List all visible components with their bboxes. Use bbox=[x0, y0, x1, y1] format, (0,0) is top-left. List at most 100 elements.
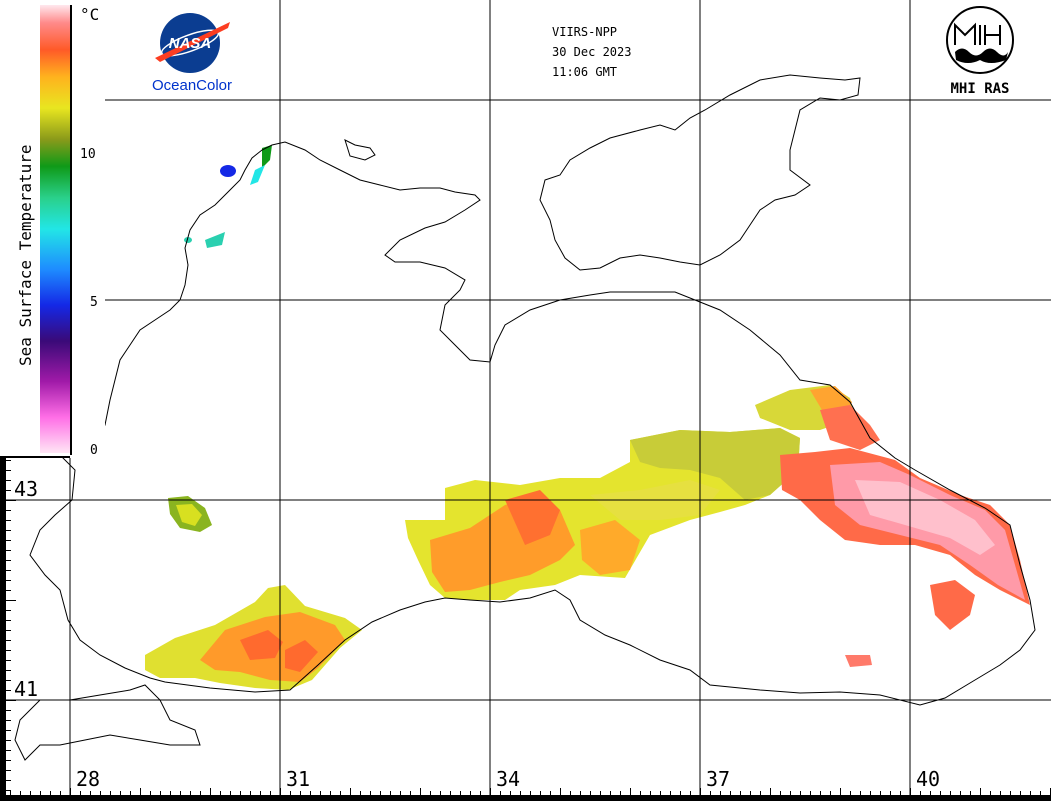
bottom-scale-tick bbox=[430, 791, 431, 795]
bottom-scale-tick bbox=[380, 791, 381, 795]
bottom-scale-tick bbox=[830, 791, 831, 795]
bottom-scale-tick bbox=[50, 791, 51, 795]
left-scale-tick bbox=[6, 580, 11, 581]
bottom-scale-tick bbox=[620, 791, 621, 795]
bottom-scale-tick bbox=[920, 791, 921, 795]
bottom-scale-tick bbox=[300, 791, 301, 795]
left-scale-tick bbox=[6, 630, 11, 631]
lon-label-34: 34 bbox=[496, 767, 520, 791]
bottom-scale-tick bbox=[110, 791, 111, 795]
bottom-scale-tick bbox=[530, 791, 531, 795]
bottom-scale-tick bbox=[90, 791, 91, 795]
lon-label-28: 28 bbox=[76, 767, 100, 791]
bottom-scale-tick bbox=[230, 791, 231, 795]
bottom-scale-tick bbox=[40, 791, 41, 795]
bottom-scale-tick bbox=[800, 791, 801, 795]
left-scale-tick bbox=[6, 570, 11, 571]
left-scale-tick bbox=[6, 670, 11, 671]
bottom-scale-tick bbox=[790, 791, 791, 795]
bottom-scale-tick bbox=[210, 788, 211, 795]
bottom-scale-tick bbox=[940, 791, 941, 795]
sst-patch-c-orange2 bbox=[580, 520, 640, 575]
bottom-scale-tick bbox=[1000, 791, 1001, 795]
bottom-scale-tick bbox=[1010, 791, 1011, 795]
left-scale-tick bbox=[6, 760, 11, 761]
colorbar-gradient bbox=[40, 5, 70, 453]
bottom-scale-tick bbox=[810, 791, 811, 795]
bottom-scale-tick bbox=[370, 791, 371, 795]
bottom-scale-tick bbox=[740, 791, 741, 795]
bottom-scale-tick bbox=[850, 791, 851, 795]
bottom-scale-tick bbox=[10, 791, 11, 795]
bottom-scale-tick bbox=[950, 791, 951, 795]
left-scale-tick bbox=[6, 480, 11, 481]
bottom-scale-tick bbox=[320, 791, 321, 795]
date-label: 30 Dec 2023 bbox=[552, 45, 631, 59]
left-scale-tick bbox=[6, 520, 11, 521]
colorbar-tick-10: 10 bbox=[80, 147, 96, 162]
bottom-scale-tick bbox=[730, 791, 731, 795]
left-scale-tick bbox=[6, 720, 11, 721]
left-scale-tick bbox=[6, 460, 11, 461]
bottom-scale-tick bbox=[160, 791, 161, 795]
mhi-ras-caption: MHI RAS bbox=[950, 81, 1009, 97]
bottom-scale-tick bbox=[510, 791, 511, 795]
sst-patch-e-small2 bbox=[845, 655, 872, 667]
bottom-scale-tick bbox=[440, 791, 441, 795]
bottom-scale-tick bbox=[450, 791, 451, 795]
bottom-scale-tick bbox=[150, 791, 151, 795]
mhi-emblem-letters bbox=[954, 22, 1001, 45]
bottom-scale-tick bbox=[290, 791, 291, 795]
bottom-scale-tick bbox=[720, 791, 721, 795]
bottom-scale-tick bbox=[640, 791, 641, 795]
bottom-scale-tick bbox=[250, 791, 251, 795]
coastline-danube bbox=[14, 684, 201, 761]
mhi-emblem-waves bbox=[955, 48, 1008, 63]
bottom-scale-tick bbox=[270, 791, 271, 795]
bottom-scale-tick bbox=[880, 791, 881, 795]
coastline-islands bbox=[344, 139, 376, 161]
bottom-scale-tick bbox=[540, 791, 541, 795]
sst-patch-c-red bbox=[505, 490, 560, 545]
bottom-scale-tick bbox=[460, 791, 461, 795]
bottom-scale-tick bbox=[220, 791, 221, 795]
left-scale-tick bbox=[6, 780, 11, 781]
bottom-scale-tick bbox=[1020, 791, 1021, 795]
bottom-scale-tick bbox=[610, 791, 611, 795]
left-scale-tick bbox=[6, 540, 11, 541]
sst-patch-e-small1 bbox=[930, 580, 975, 630]
left-scale-tick bbox=[6, 510, 11, 511]
left-scale-tick bbox=[6, 490, 11, 491]
bottom-scale-tick bbox=[590, 791, 591, 795]
time-label: 11:06 GMT bbox=[552, 65, 617, 79]
bottom-scale-tick bbox=[260, 791, 261, 795]
bottom-scale-tick bbox=[170, 791, 171, 795]
bottom-scale-tick bbox=[360, 791, 361, 795]
bottom-scale-tick bbox=[330, 791, 331, 795]
bottom-scale-tick bbox=[990, 791, 991, 795]
bottom-scale-tick bbox=[130, 791, 131, 795]
bottom-scale-tick bbox=[680, 791, 681, 795]
left-scale-tick bbox=[6, 680, 11, 681]
colorbar-unit: °C bbox=[80, 5, 99, 24]
bottom-scale-tick bbox=[200, 791, 201, 795]
bottom-scale-tick bbox=[710, 791, 711, 795]
bottom-scale-tick bbox=[30, 791, 31, 795]
left-scale-tick bbox=[6, 690, 11, 691]
bottom-scale-tick bbox=[190, 791, 191, 795]
sst-patch-sw-red bbox=[240, 630, 283, 660]
bottom-scale-tick bbox=[900, 791, 901, 795]
nasa-logo: NASA OceanColor bbox=[152, 13, 232, 94]
coastline-main bbox=[29, 141, 1036, 706]
left-scale-tick bbox=[6, 610, 11, 611]
nasa-word: NASA bbox=[169, 35, 212, 52]
longitude-labels: 28 31 34 37 40 bbox=[76, 767, 940, 791]
bottom-scale-tick bbox=[0, 788, 1, 795]
coastline-azov bbox=[539, 74, 861, 271]
left-scale-tick bbox=[6, 620, 11, 621]
left-scale-tick bbox=[6, 730, 11, 731]
bottom-scale-tick bbox=[470, 791, 471, 795]
left-scale-tick bbox=[6, 560, 11, 561]
